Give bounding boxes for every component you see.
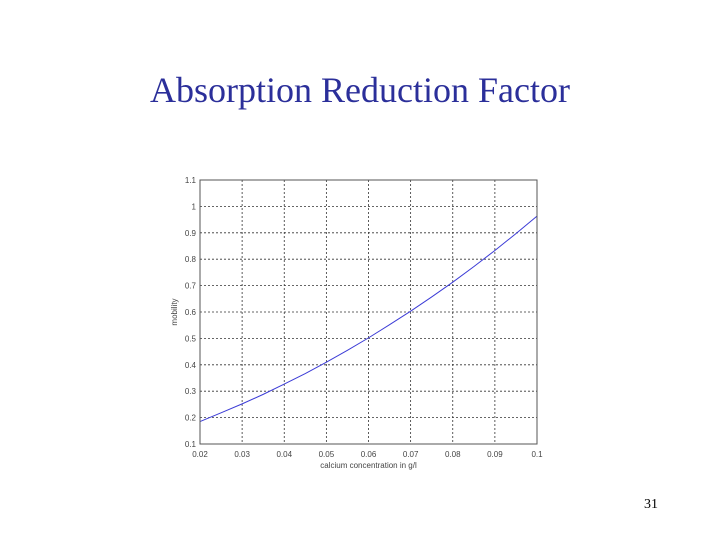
x-tick-label: 0.02 [192,450,208,459]
x-tick-label: 0.03 [234,450,250,459]
x-axis-label: calcium concentration in g/l [320,461,417,470]
y-tick-label: 0.6 [185,308,197,317]
page-number: 31 [644,497,658,512]
series-line [199,215,538,423]
x-tick-label: 0.1 [531,450,543,459]
y-tick-label: 1 [192,202,197,211]
y-tick-label: 0.3 [185,387,197,396]
y-tick-label: 1.1 [185,176,197,185]
y-tick-label: 0.5 [185,334,197,343]
data-series [199,215,538,423]
x-tick-label: 0.08 [445,450,461,459]
slide-title: Absorption Reduction Factor [150,70,570,110]
y-tick-label: 0.7 [185,282,197,291]
y-tick-label: 0.1 [185,440,197,449]
plot-frame [199,179,538,445]
x-tick-label: 0.04 [276,450,292,459]
y-tick-label: 0.9 [185,229,197,238]
x-tick-label: 0.09 [487,450,503,459]
y-tick-label: 0.8 [185,255,197,264]
y-tick-label: 0.4 [185,361,197,370]
x-tick-label: 0.07 [403,450,419,459]
y-axis-label: mobility [170,298,179,325]
y-tick-label: 0.2 [185,414,197,423]
x-tick-label: 0.06 [361,450,377,459]
grid-lines [200,180,537,444]
x-tick-label: 0.05 [319,450,335,459]
tick-labels: 0.02 0.03 0.04 0.05 0.06 0.07 0.08 0.09 0.1 0.1 0.… [185,176,543,459]
